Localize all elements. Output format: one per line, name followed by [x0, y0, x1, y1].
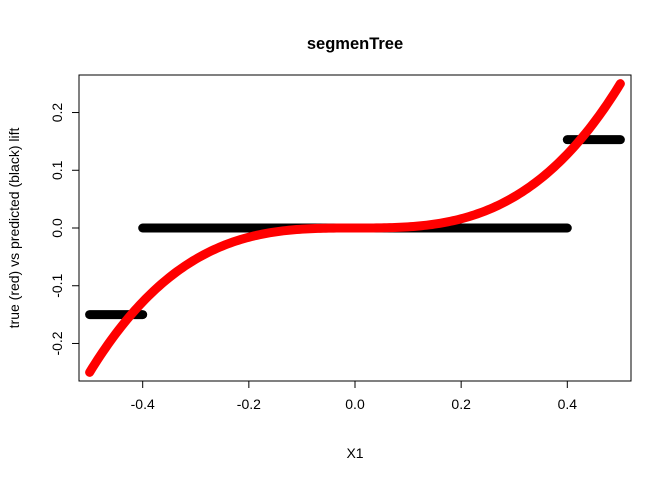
true-lift-curve	[85, 79, 625, 377]
x-tick-label: 0.4	[558, 396, 578, 412]
x-tick-label: -0.2	[237, 396, 261, 412]
y-tick-label: 0.0	[49, 218, 65, 238]
x-axis-label: X1	[346, 445, 363, 461]
x-tick-label: 0.2	[451, 396, 471, 412]
x-axis: -0.4 -0.2 0.0 0.2 0.4	[131, 380, 578, 412]
y-tick-label: 0.1	[49, 160, 65, 180]
y-tick-label: -0.2	[49, 331, 65, 355]
series-layer	[85, 79, 625, 377]
y-tick-label: -0.1	[49, 273, 65, 297]
chart-title: segmenTree	[307, 35, 403, 53]
y-axis: -0.2 -0.1 0.0 0.1 0.2	[49, 103, 80, 356]
y-axis-label: true (red) vs predicted (black) lift	[6, 128, 22, 329]
y-tick-label: 0.2	[49, 103, 65, 123]
x-tick-label: 0.0	[345, 396, 365, 412]
x-tick-label: -0.4	[131, 396, 155, 412]
